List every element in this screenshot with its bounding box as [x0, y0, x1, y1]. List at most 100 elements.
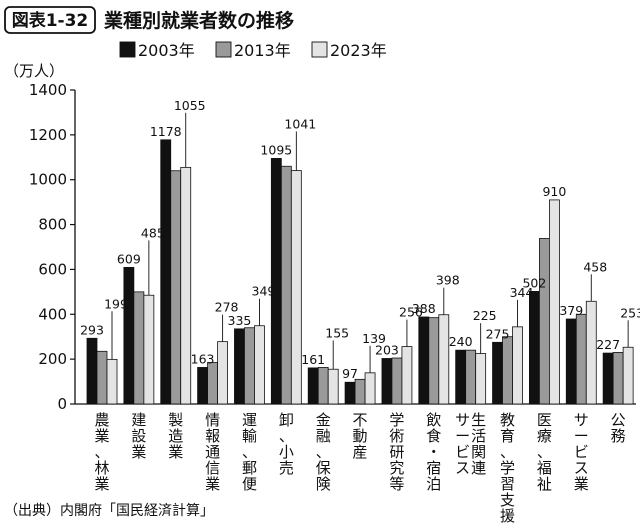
bar [602, 352, 614, 405]
data-label: 256 [399, 305, 423, 320]
data-label: 293 [80, 322, 104, 337]
legend-swatch [311, 41, 328, 58]
bar [290, 170, 302, 405]
category-label: 建設業 [131, 411, 146, 461]
y-axis-ticks: 0 200 400 600 800 1000 1200 1400 [29, 81, 75, 413]
legend-label: 2023年 [330, 41, 387, 60]
figure-header: 図表1-32 業種別就業者数の推移 [4, 6, 294, 34]
y-tick-label: 0 [57, 395, 67, 413]
category-label: 製造業 [168, 411, 183, 461]
data-label: 253 [620, 305, 640, 320]
category-label: 農業、林業 [94, 411, 109, 493]
bar [217, 341, 229, 405]
bar [502, 336, 513, 405]
data-label: 379 [559, 303, 583, 318]
figure-label-box [4, 6, 96, 34]
category-label: 不動産 [353, 411, 368, 461]
data-label: 335 [228, 313, 252, 328]
y-axis-unit-label: （万人） [4, 62, 64, 80]
data-label: 1178 [150, 124, 182, 139]
data-label: 910 [542, 184, 566, 199]
bar [344, 381, 356, 405]
bar [197, 367, 209, 405]
data-label: 398 [436, 273, 460, 288]
bar [96, 350, 108, 405]
data-label: 485 [141, 225, 165, 240]
bar [244, 327, 255, 405]
legend: 2003年 2013年 2023年 [119, 41, 387, 60]
bar [86, 337, 98, 405]
data-label: 344 [510, 285, 534, 300]
category-label: 学術研究等 [389, 411, 404, 493]
bar [317, 367, 329, 405]
bar [270, 158, 282, 405]
bar [539, 238, 550, 405]
category-label: 情報通信業 [205, 411, 220, 493]
bar [492, 341, 503, 405]
bar [585, 300, 597, 405]
y-tick-label: 1000 [29, 171, 67, 189]
data-label: 155 [325, 325, 349, 340]
category-label: 運輸、郵便 [242, 411, 257, 493]
data-label: 388 [412, 301, 436, 316]
data-label: 240 [449, 334, 473, 349]
source-note: （出典）内閣府「国民経済計算」 [4, 503, 214, 519]
y-tick-label: 1200 [29, 126, 67, 144]
bar [207, 362, 219, 405]
bar [160, 139, 172, 405]
category-label: 教育、学習支援 [500, 411, 515, 525]
y-tick-label: 1400 [29, 81, 67, 99]
category-label: サービス業 [574, 411, 589, 493]
bar [254, 325, 265, 405]
y-tick-label: 200 [38, 350, 67, 368]
figure-label: 図表1-32 [12, 10, 89, 31]
bar [327, 368, 339, 405]
data-label: 278 [215, 300, 239, 315]
category-label: 生活関連 [471, 411, 486, 477]
bar [234, 328, 245, 405]
category-label: サービス [455, 411, 470, 477]
bar [133, 291, 145, 405]
bar [529, 291, 540, 405]
data-label: 97 [342, 366, 358, 381]
bar-plot-area [86, 139, 634, 405]
data-label: 1041 [284, 116, 316, 131]
data-label: 163 [191, 351, 215, 366]
bar [391, 357, 403, 405]
bar [418, 316, 430, 405]
bar [381, 358, 393, 405]
data-label: 458 [583, 259, 607, 274]
bar [565, 318, 577, 405]
bar [280, 165, 292, 405]
bar [106, 358, 118, 405]
bar [180, 166, 192, 405]
category-label: 飲食・宿泊 [426, 411, 441, 493]
category-label: 金融、保険 [316, 411, 331, 493]
data-label: 227 [596, 337, 620, 352]
bar [475, 353, 487, 405]
bar [364, 372, 376, 405]
bar [438, 314, 450, 405]
category-labels: 農業、林業 建設業 製造業 情報通信業 運輸、郵便 卸、小売 金融、保険 不動産 学術研究等 飲食… [94, 411, 625, 525]
bar [575, 313, 587, 405]
legend-swatch [119, 41, 136, 58]
data-label: 1095 [260, 142, 292, 157]
y-tick-label: 800 [38, 216, 67, 234]
bar [143, 294, 155, 405]
category-label: 卸、小売 [279, 411, 294, 477]
bar [549, 199, 560, 405]
data-label: 139 [362, 331, 386, 346]
bar [622, 346, 634, 405]
bar [612, 352, 624, 405]
y-tick-label: 600 [38, 260, 67, 278]
bar [455, 349, 467, 405]
bar [465, 349, 477, 405]
bar [512, 326, 523, 405]
data-label: 203 [375, 342, 399, 357]
bar [123, 267, 135, 405]
data-label: 1055 [174, 98, 206, 113]
data-label: 225 [473, 308, 497, 323]
data-label: 199 [104, 296, 128, 311]
bar [401, 346, 413, 405]
